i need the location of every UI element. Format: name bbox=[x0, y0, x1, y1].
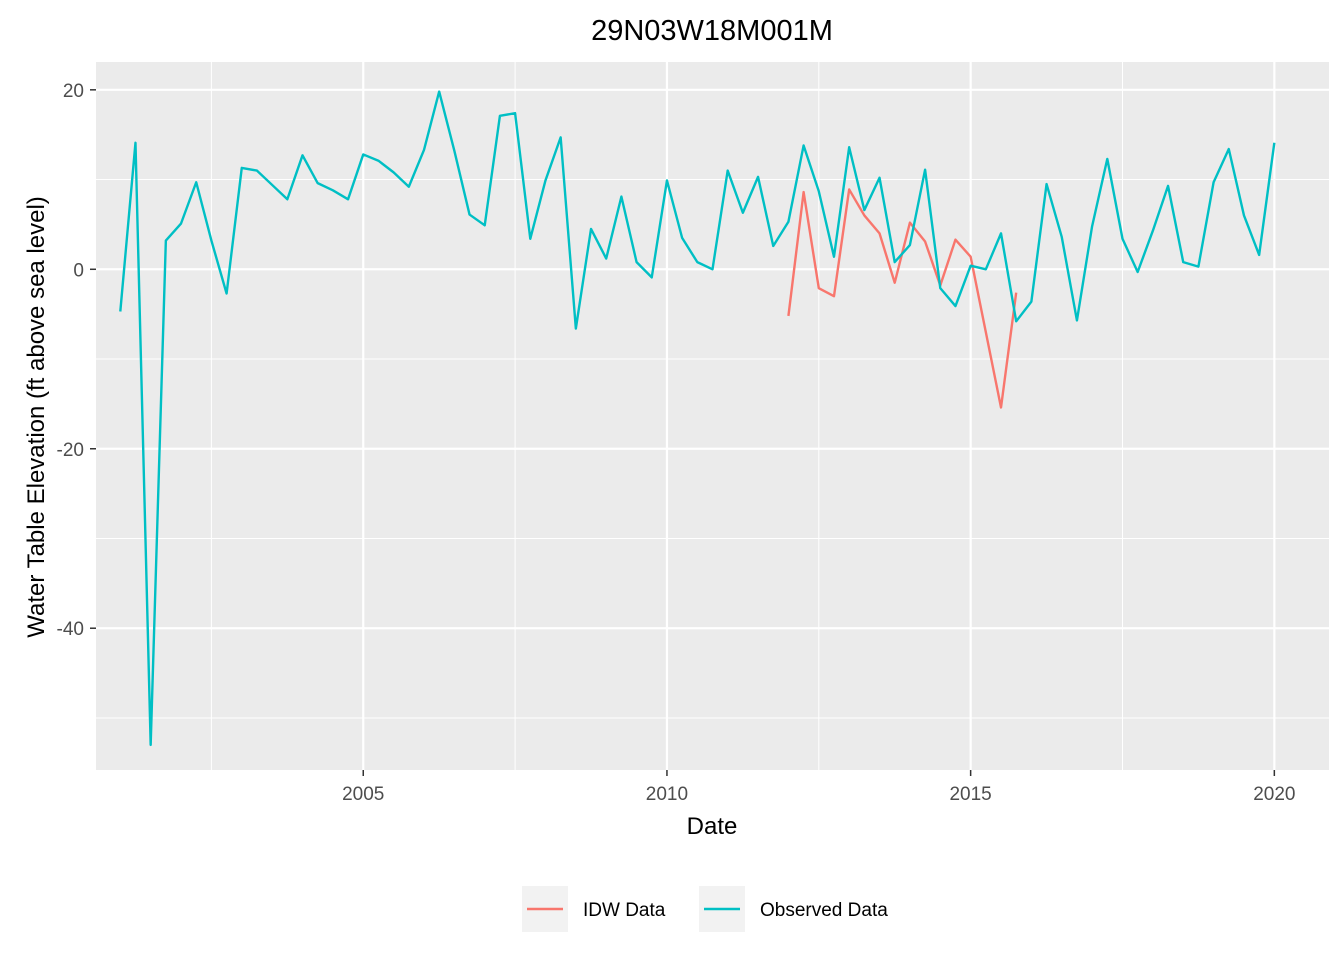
plot-panel bbox=[96, 62, 1329, 770]
plot-area: 2005 2010 2015 2020 -40 -20 0 20 bbox=[57, 62, 1329, 805]
legend: IDW Data Observed Data bbox=[522, 886, 888, 932]
y-axis-title: Water Table Elevation (ft above sea leve… bbox=[23, 196, 50, 638]
legend-label-observed-data: Observed Data bbox=[760, 900, 888, 921]
x-tick-label: 2010 bbox=[646, 784, 688, 805]
y-tick-label: 20 bbox=[63, 81, 84, 102]
x-tick-label: 2005 bbox=[342, 784, 384, 805]
series-line-observed-data bbox=[119, 90, 1276, 747]
x-axis-title: Date bbox=[687, 813, 738, 840]
y-tick-label: -20 bbox=[57, 440, 84, 461]
y-tick-label: 0 bbox=[73, 260, 84, 281]
x-tick-label: 2015 bbox=[949, 784, 991, 805]
series-line-idw-data bbox=[787, 188, 1018, 409]
y-tick-label: -40 bbox=[57, 619, 84, 640]
chart-title: 29N03W18M001M bbox=[591, 15, 833, 47]
x-tick-label: 2020 bbox=[1253, 784, 1295, 805]
legend-label-idw-data: IDW Data bbox=[583, 900, 666, 921]
